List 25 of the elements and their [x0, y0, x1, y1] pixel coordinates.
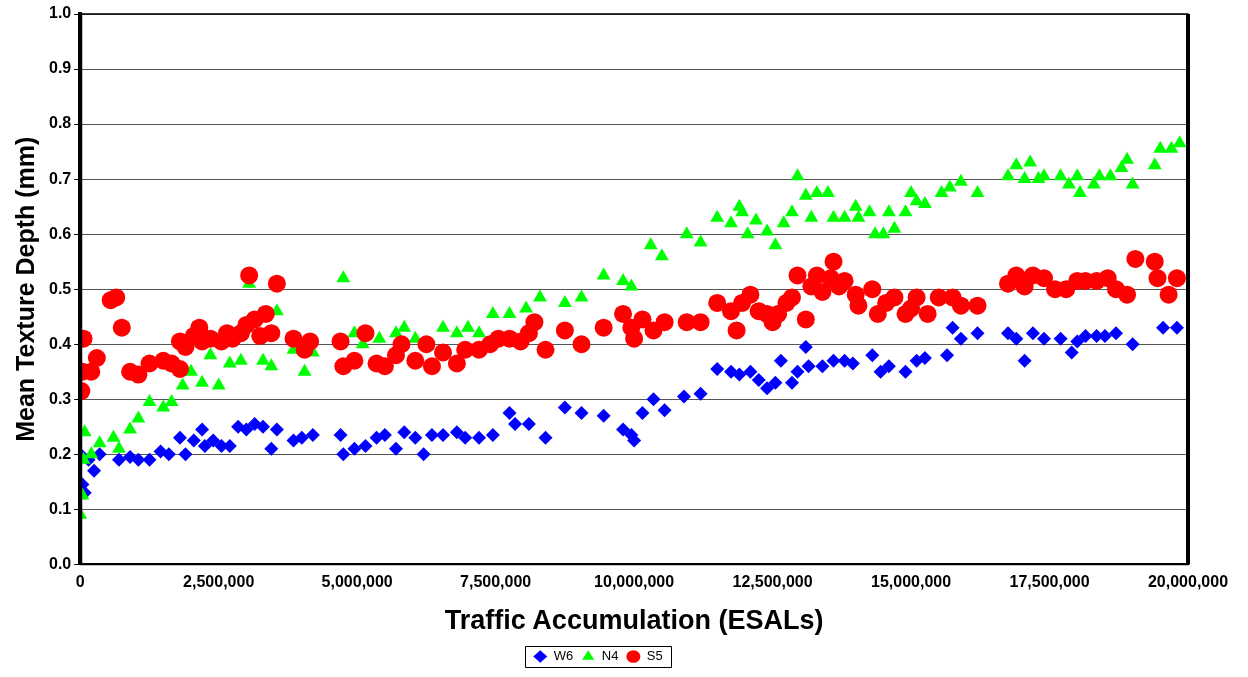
y-tick-label: 0.1: [48, 499, 72, 517]
x-tick-label: 10,000,000: [594, 573, 675, 591]
legend-label: N4: [601, 648, 619, 664]
y-tick-label: 0.7: [48, 169, 72, 187]
y-tick-label: 0.3: [48, 389, 72, 407]
y-tick-label: 0.9: [48, 59, 72, 77]
y-tick-label: 0.2: [48, 444, 72, 462]
x-tick-label: 5,000,000: [321, 573, 393, 591]
legend-label: S5: [646, 648, 663, 664]
x-tick-label: 20,000,000: [1147, 573, 1229, 591]
y-tick-label: 0.5: [48, 279, 72, 297]
x-tick-label: 2,500,000: [183, 573, 255, 591]
x-tick-label: 0: [75, 573, 85, 591]
x-tick-label: 7,500,000: [460, 573, 532, 591]
y-axis-title: Mean Texture Depth (mm): [10, 136, 39, 442]
legend-label: W6: [553, 648, 574, 664]
y-tick-label: 0.6: [48, 224, 72, 242]
y-tick-label: 0.4: [48, 334, 72, 352]
y-tick-label: 0.0: [48, 554, 72, 572]
x-tick-label: 17,500,000: [1009, 573, 1090, 591]
x-axis-title: Traffic Accumulation (ESALs): [444, 605, 824, 636]
x-tick-label: 15,000,000: [871, 573, 952, 591]
x-tick-label: 12,500,000: [732, 573, 813, 591]
y-tick-label: 1.0: [48, 4, 72, 22]
y-tick-label: 0.8: [48, 114, 72, 132]
